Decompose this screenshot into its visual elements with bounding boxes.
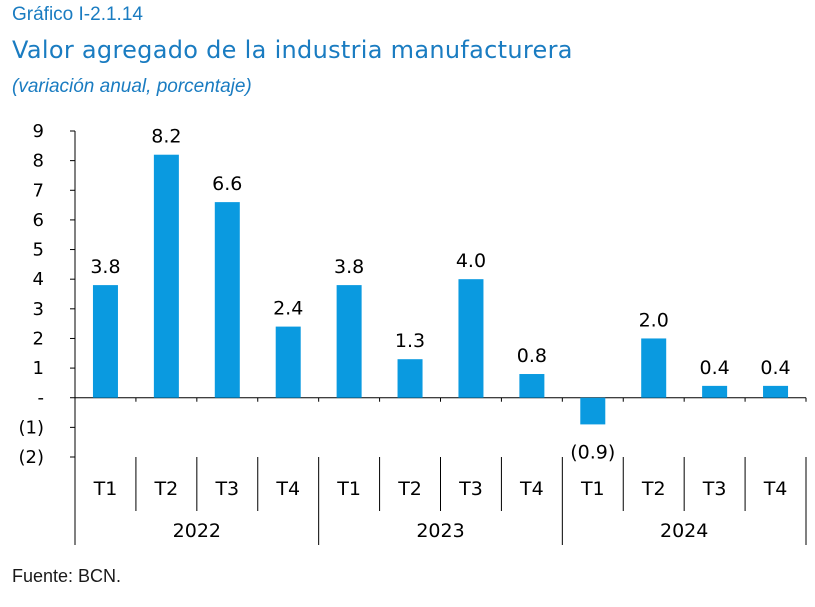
quarter-label: T3 [702, 478, 727, 500]
chart-title: Valor agregado de la industria manufactu… [12, 36, 573, 64]
bar [702, 385, 728, 398]
bar [275, 326, 301, 398]
data-label: 3.8 [334, 256, 364, 278]
data-label: 6.6 [212, 173, 242, 195]
data-label: 1.3 [395, 330, 425, 352]
y-tick-label: - [38, 388, 45, 409]
source-note: Fuente: BCN. [12, 566, 122, 586]
data-label: 2.0 [639, 309, 669, 331]
year-label: 2023 [416, 520, 464, 542]
y-tick-label: 7 [33, 180, 44, 201]
data-label: 0.8 [517, 345, 547, 367]
quarter-label: T2 [397, 478, 422, 500]
quarter-label: T3 [458, 478, 483, 500]
quarter-label: T4 [519, 478, 544, 500]
y-tick-label: 6 [33, 210, 44, 231]
bar [397, 359, 423, 398]
chart-subtitle: (variación anual, porcentaje) [12, 76, 252, 97]
bar [519, 374, 545, 398]
bar [763, 385, 789, 398]
bar [336, 285, 362, 398]
data-label: 8.2 [151, 126, 181, 148]
bar [641, 338, 667, 398]
bar [153, 154, 179, 398]
bar [458, 279, 484, 398]
bar [92, 285, 118, 398]
y-tick-label: 1 [33, 358, 44, 379]
y-tick-label: (1) [19, 417, 45, 438]
quarter-label: T4 [275, 478, 300, 500]
y-tick-label: 3 [33, 299, 44, 320]
chart-label: Gráfico I-2.1.14 [12, 4, 143, 25]
bar [214, 202, 240, 398]
quarter-label: T2 [154, 478, 179, 500]
y-tick-label: 8 [33, 151, 44, 172]
data-label: (0.9) [570, 441, 615, 463]
y-tick-label: (2) [19, 447, 45, 468]
y-tick-label: 9 [33, 121, 44, 142]
data-label: 3.8 [90, 256, 120, 278]
year-label: 2024 [660, 520, 708, 542]
quarter-label: T3 [214, 478, 239, 500]
year-label: 2022 [173, 520, 221, 542]
quarter-label: T1 [336, 478, 361, 500]
quarter-label: T1 [93, 478, 118, 500]
data-label: 2.4 [273, 298, 303, 320]
y-tick-label: 2 [33, 328, 44, 349]
quarter-label: T2 [641, 478, 666, 500]
bar [580, 397, 606, 425]
bar-chart: (2) (1) - 1 2 3 4 5 6 7 8 9 3.8 8.2 6.6 2.4 3.8 1.3 4.0 0.8… [19, 121, 807, 545]
data-label: 0.4 [700, 357, 730, 379]
data-label: 4.0 [456, 250, 486, 272]
y-tick-label: 4 [33, 269, 44, 290]
quarter-label: T1 [580, 478, 605, 500]
y-tick-label: 5 [33, 240, 44, 261]
quarter-label: T4 [763, 478, 788, 500]
data-label: 0.4 [760, 357, 790, 379]
